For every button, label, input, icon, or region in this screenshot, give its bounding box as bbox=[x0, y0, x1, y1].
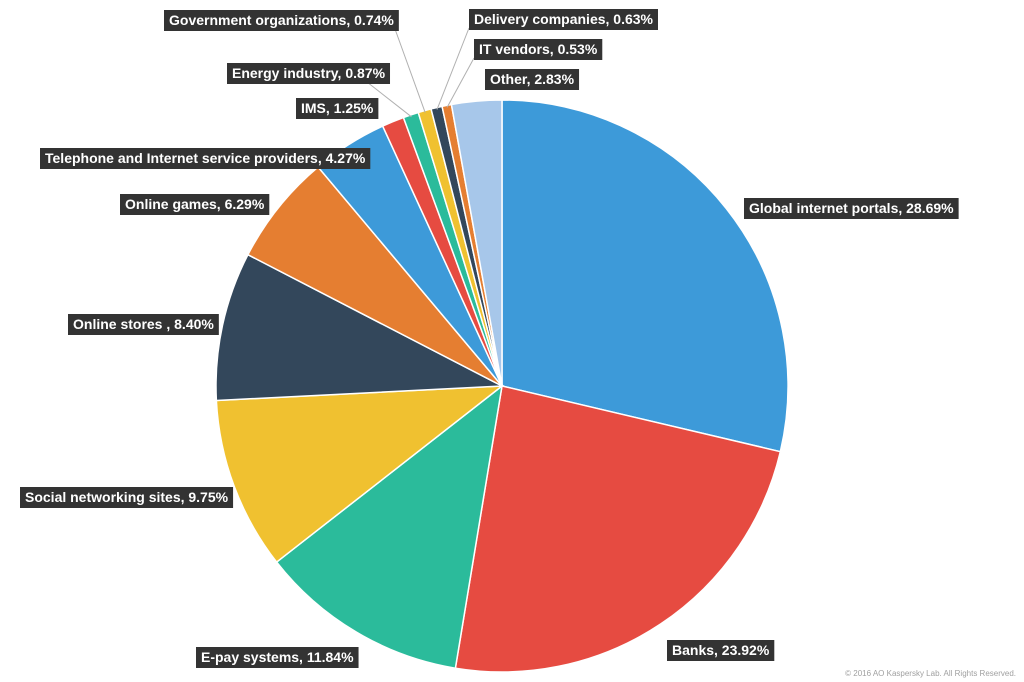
slice-label-box bbox=[20, 487, 234, 508]
slice-label-text: IMS, 1.25% bbox=[301, 100, 374, 116]
slice-label-text: Online stores , 8.40% bbox=[73, 316, 214, 332]
slice-label: Telephone and Internet service providers… bbox=[40, 148, 371, 169]
slice-label-text: Online games, 6.29% bbox=[125, 196, 265, 212]
slice-label-text: Global internet portals, 28.69% bbox=[749, 200, 954, 216]
slice-label-box bbox=[485, 69, 580, 90]
slice-label: Banks, 23.92% bbox=[667, 640, 775, 661]
slice-label-text: Telephone and Internet service providers… bbox=[45, 150, 366, 166]
pie-slice[interactable] bbox=[215, 253, 505, 402]
slice-label-box bbox=[474, 39, 603, 60]
pie-slice[interactable] bbox=[501, 99, 789, 453]
slice-label-text: Social networking sites, 9.75% bbox=[25, 489, 229, 505]
slice-label: Delivery companies, 0.63% bbox=[469, 9, 658, 30]
slice-label: IT vendors, 0.53% bbox=[474, 39, 603, 60]
slice-label: Global internet portals, 28.69% bbox=[744, 198, 959, 219]
slice-label-text: Delivery companies, 0.63% bbox=[474, 11, 654, 27]
leader-line bbox=[436, 27, 470, 110]
leader-line bbox=[446, 57, 475, 108]
slice-label-text: Banks, 23.92% bbox=[672, 642, 770, 658]
slice-label: Energy industry, 0.87% bbox=[227, 63, 391, 84]
slice-label-box bbox=[667, 640, 775, 661]
leader-line bbox=[366, 81, 412, 118]
slice-label-text: E-pay systems, 11.84% bbox=[201, 649, 354, 665]
slice-label: E-pay systems, 11.84% bbox=[196, 647, 359, 668]
slice-label-text: Other, 2.83% bbox=[490, 71, 575, 87]
slice-label-box bbox=[469, 9, 658, 30]
slice-label: Social networking sites, 9.75% bbox=[20, 487, 234, 508]
slice-label-box bbox=[40, 148, 371, 169]
slice-label-text: Government organizations, 0.74% bbox=[169, 12, 394, 28]
pie-slice[interactable] bbox=[215, 385, 505, 564]
slice-label-box bbox=[196, 647, 359, 668]
slice-label-box bbox=[120, 194, 270, 215]
slice-label: Other, 2.83% bbox=[485, 69, 580, 90]
slice-label: Online games, 6.29% bbox=[120, 194, 270, 215]
slice-label-box bbox=[68, 314, 219, 335]
slice-label-box bbox=[744, 198, 959, 219]
slice-label: IMS, 1.25% bbox=[296, 98, 379, 119]
pie-slice[interactable] bbox=[450, 99, 503, 387]
slice-label-box bbox=[296, 98, 379, 119]
pie-slice[interactable] bbox=[454, 385, 782, 673]
slice-label-box bbox=[164, 10, 399, 31]
pie-slice[interactable] bbox=[275, 384, 504, 670]
leader-line bbox=[394, 28, 426, 113]
slice-label-box bbox=[227, 63, 391, 84]
slice-label: Online stores , 8.40% bbox=[68, 314, 219, 335]
slice-label-text: IT vendors, 0.53% bbox=[479, 41, 598, 57]
copyright-notice: © 2016 AO Kaspersky Lab. All Rights Rese… bbox=[845, 669, 1016, 678]
slice-label-text: Energy industry, 0.87% bbox=[232, 65, 386, 81]
slice-label: Government organizations, 0.74% bbox=[164, 10, 399, 31]
